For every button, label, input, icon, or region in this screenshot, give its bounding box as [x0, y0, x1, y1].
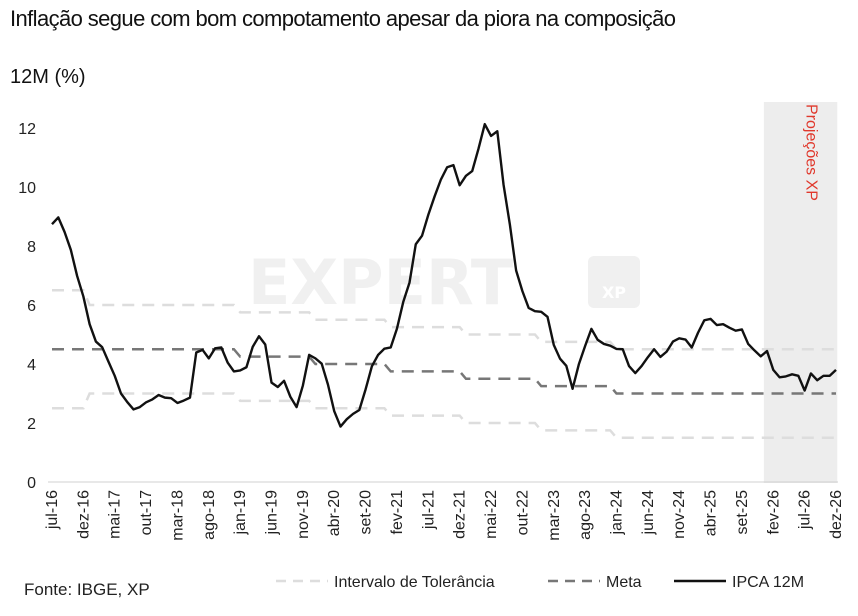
x-tick-label: set-25 — [734, 490, 751, 535]
ipca-line — [51, 122, 837, 428]
x-tick-label: mar-18 — [169, 490, 186, 541]
x-tick-label: mai-22 — [483, 490, 500, 539]
x-tick-label: dez-16 — [75, 490, 92, 539]
y-tick-label: 12 — [18, 121, 36, 138]
legend-interval-label: Intervalo de Tolerância — [334, 574, 495, 591]
x-tick-label: fev-26 — [765, 490, 782, 535]
y-tick-label: 4 — [27, 357, 36, 374]
y-tick-label: 0 — [27, 475, 36, 492]
x-tick-label: jul-21 — [420, 490, 437, 530]
x-tick-label: jun-24 — [640, 490, 657, 536]
x-tick-label: mar-23 — [546, 490, 563, 541]
x-tick-label: ago-23 — [577, 490, 594, 540]
x-tick-label: jul-26 — [797, 490, 814, 530]
projection-label: Projeções XP — [803, 104, 820, 201]
meta-line — [52, 348, 836, 395]
x-tick-label: dez-21 — [452, 490, 469, 539]
x-tick-label: jun-19 — [264, 490, 281, 536]
x-tick-label: abr-25 — [703, 490, 720, 536]
x-tick-label: jan-24 — [608, 490, 625, 536]
y-tick-label: 6 — [27, 298, 36, 315]
x-tick-label: dez-26 — [828, 490, 845, 539]
y-tick-label: 2 — [27, 416, 36, 433]
x-tick-label: set-20 — [358, 490, 375, 535]
x-tick-label: nov-24 — [671, 490, 688, 539]
watermark-badge-text: XP — [602, 283, 626, 302]
source-note: Fonte: IBGE, XP — [24, 580, 150, 599]
x-tick-label: ago-18 — [201, 490, 218, 540]
chart-title: Inflação segue com bom compotamento apes… — [10, 6, 676, 31]
y-tick-label: 10 — [18, 180, 36, 197]
x-tick-label: jul-16 — [44, 490, 61, 530]
legend-meta-label: Meta — [606, 574, 642, 591]
watermark: EXPERT XP — [248, 246, 640, 319]
x-tick-label: out-17 — [138, 490, 155, 535]
tolerance-upper-line — [52, 289, 836, 351]
tolerance-lower-line — [52, 392, 836, 439]
x-tick-label: mai-17 — [107, 490, 124, 539]
x-tick-label: jan-19 — [232, 490, 249, 536]
x-tick-label: nov-19 — [295, 490, 312, 539]
watermark-text: EXPERT — [248, 246, 513, 319]
x-tick-label: out-22 — [514, 490, 531, 535]
x-tick-label: fev-21 — [389, 490, 406, 535]
chart-subtitle: 12M (%) — [10, 66, 86, 88]
watermark-badge — [588, 256, 640, 308]
y-tick-label: 8 — [27, 239, 36, 256]
projection-region — [763, 102, 838, 483]
x-tick-label: abr-20 — [326, 490, 343, 536]
legend-ipca-label: IPCA 12M — [732, 574, 804, 591]
